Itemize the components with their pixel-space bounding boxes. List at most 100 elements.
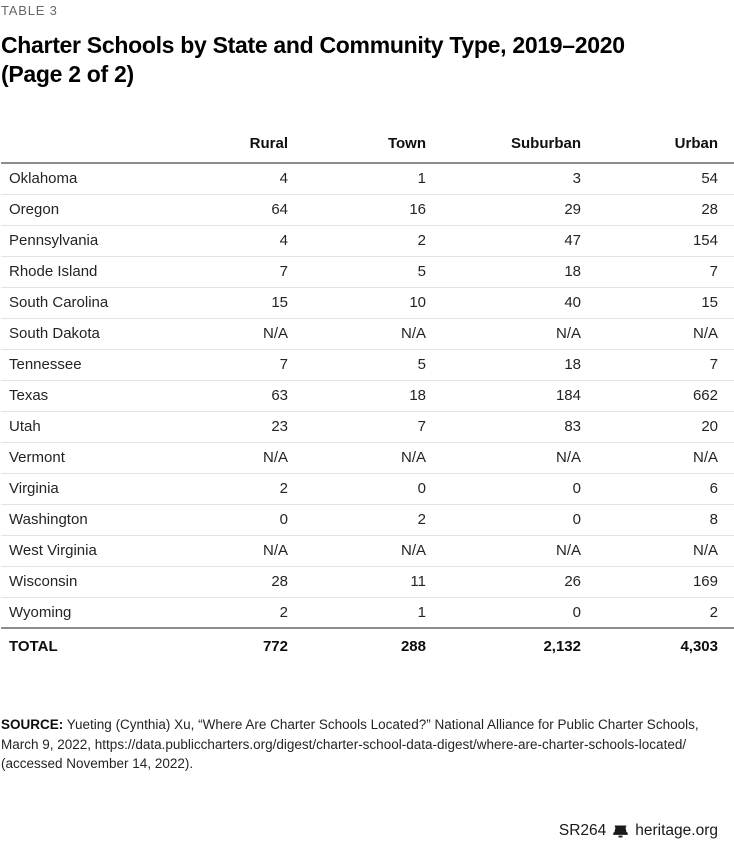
suburban-cell: 0 (426, 504, 581, 536)
table-row: Pennsylvania 4 2 47 154 (1, 225, 734, 257)
town-cell: N/A (288, 318, 426, 350)
urban-cell: 662 (581, 380, 734, 412)
page-title-line2: (Page 2 of 2) (1, 61, 134, 87)
suburban-cell: 3 (426, 163, 581, 195)
rural-cell: 4 (171, 225, 288, 257)
rural-cell: 7 (171, 256, 288, 288)
column-header-state (1, 135, 171, 164)
table-row: Tennessee 7 5 18 7 (1, 349, 734, 381)
liberty-bell-icon (612, 823, 629, 840)
urban-cell: 15 (581, 287, 734, 319)
suburban-cell: 26 (426, 566, 581, 598)
urban-cell: 154 (581, 225, 734, 257)
suburban-cell: 18 (426, 349, 581, 381)
state-cell: Oregon (1, 194, 171, 226)
source-note: SOURCE: Yueting (Cynthia) Xu, “Where Are… (1, 715, 734, 774)
state-cell: Tennessee (1, 349, 171, 381)
suburban-cell: 83 (426, 411, 581, 443)
rural-cell: 23 (171, 411, 288, 443)
rural-cell: 15 (171, 287, 288, 319)
state-cell: South Carolina (1, 287, 171, 319)
table-row: Oklahoma 4 1 3 54 (1, 163, 734, 195)
urban-cell: 20 (581, 411, 734, 443)
table-row: Vermont N/A N/A N/A N/A (1, 442, 734, 474)
source-label: SOURCE: (1, 717, 64, 732)
suburban-cell: 0 (426, 597, 581, 629)
rural-cell: 7 (171, 349, 288, 381)
town-cell: 10 (288, 287, 426, 319)
state-cell: Wyoming (1, 597, 171, 629)
urban-cell: 169 (581, 566, 734, 598)
urban-cell: 54 (581, 163, 734, 195)
table-total-row: TOTAL 772 288 2,132 4,303 (1, 627, 734, 663)
total-urban-cell: 4,303 (581, 627, 734, 663)
table-row: South Dakota N/A N/A N/A N/A (1, 318, 734, 350)
table-row: West Virginia N/A N/A N/A N/A (1, 535, 734, 567)
table-row: South Carolina 15 10 40 15 (1, 287, 734, 319)
column-header-suburban: Suburban (426, 135, 581, 164)
state-cell: Vermont (1, 442, 171, 474)
total-suburban-cell: 2,132 (426, 627, 581, 663)
total-label-cell: TOTAL (1, 627, 171, 663)
table-row: Texas 63 18 184 662 (1, 380, 734, 412)
state-cell: Rhode Island (1, 256, 171, 288)
page-title-line1: Charter Schools by State and Community T… (1, 32, 625, 58)
table-row: Virginia 2 0 0 6 (1, 473, 734, 505)
state-cell: Texas (1, 380, 171, 412)
town-cell: 18 (288, 380, 426, 412)
charter-schools-table: Rural Town Suburban Urban Oklahoma 4 1 3… (1, 135, 734, 663)
suburban-cell: 18 (426, 256, 581, 288)
suburban-cell: N/A (426, 442, 581, 474)
state-cell: Washington (1, 504, 171, 536)
urban-cell: 7 (581, 256, 734, 288)
state-cell: Pennsylvania (1, 225, 171, 257)
town-cell: N/A (288, 535, 426, 567)
town-cell: 16 (288, 194, 426, 226)
suburban-cell: N/A (426, 318, 581, 350)
table-row: Washington 0 2 0 8 (1, 504, 734, 536)
report-id: SR264 (558, 822, 607, 839)
suburban-cell: 0 (426, 473, 581, 505)
table-row: Oregon 64 16 29 28 (1, 194, 734, 226)
urban-cell: 6 (581, 473, 734, 505)
rural-cell: 64 (171, 194, 288, 226)
urban-cell: 8 (581, 504, 734, 536)
page-title: Charter Schools by State and Community T… (1, 31, 734, 89)
urban-cell: N/A (581, 318, 734, 350)
town-cell: 7 (288, 411, 426, 443)
table-row: Utah 23 7 83 20 (1, 411, 734, 443)
table-row: Wisconsin 28 11 26 169 (1, 566, 734, 598)
suburban-cell: 29 (426, 194, 581, 226)
suburban-cell: N/A (426, 535, 581, 567)
column-header-town: Town (288, 135, 426, 164)
urban-cell: N/A (581, 442, 734, 474)
urban-cell: 7 (581, 349, 734, 381)
footer: SR264 heritage.org (559, 822, 718, 840)
suburban-cell: 40 (426, 287, 581, 319)
urban-cell: 28 (581, 194, 734, 226)
state-cell: Virginia (1, 473, 171, 505)
town-cell: 1 (288, 597, 426, 629)
rural-cell: 0 (171, 504, 288, 536)
site-name: heritage.org (635, 822, 718, 839)
rural-cell: N/A (171, 318, 288, 350)
rural-cell: 28 (171, 566, 288, 598)
rural-cell: 4 (171, 163, 288, 195)
column-header-urban: Urban (581, 135, 734, 164)
suburban-cell: 184 (426, 380, 581, 412)
rural-cell: 2 (171, 597, 288, 629)
town-cell: 11 (288, 566, 426, 598)
table-header-row: Rural Town Suburban Urban (1, 135, 734, 164)
state-cell: West Virginia (1, 535, 171, 567)
urban-cell: N/A (581, 535, 734, 567)
table-row: Wyoming 2 1 0 2 (1, 597, 734, 629)
urban-cell: 2 (581, 597, 734, 629)
suburban-cell: 47 (426, 225, 581, 257)
town-cell: N/A (288, 442, 426, 474)
state-cell: Oklahoma (1, 163, 171, 195)
rural-cell: N/A (171, 535, 288, 567)
table-row: Rhode Island 7 5 18 7 (1, 256, 734, 288)
town-cell: 5 (288, 256, 426, 288)
town-cell: 2 (288, 504, 426, 536)
